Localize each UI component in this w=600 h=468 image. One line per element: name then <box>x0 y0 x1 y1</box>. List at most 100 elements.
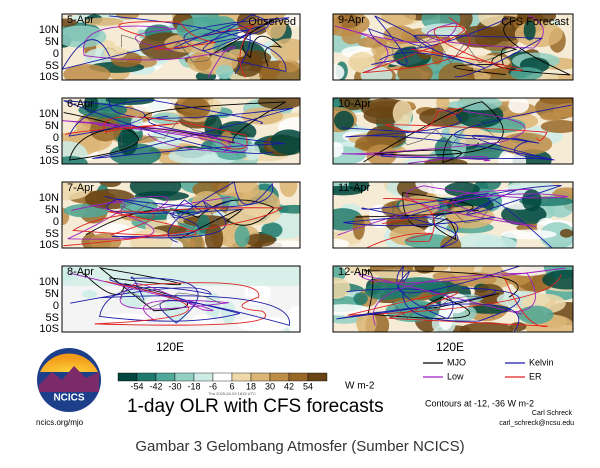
olr-blob <box>105 98 155 105</box>
olr-blob <box>522 189 542 212</box>
olr-blob <box>436 98 450 111</box>
panel-frame <box>332 181 574 249</box>
map <box>333 182 573 248</box>
panel-frame <box>61 265 301 333</box>
timestamp: Thu 2025-04-09 1815 UTC <box>208 391 256 396</box>
legend-label: MJO <box>447 357 466 367</box>
olr-blob <box>392 100 413 126</box>
olr-blob <box>348 51 376 73</box>
contour-note: Contours at -12, -36 W m-2 <box>425 398 534 408</box>
colorbar-tick: -42 <box>149 381 162 391</box>
olr-blob <box>245 143 260 161</box>
olr-blob <box>333 238 350 248</box>
lat-label: 0 <box>53 300 59 312</box>
logo: NCICS <box>37 348 101 412</box>
url: ncics.org/mjo <box>36 418 84 427</box>
lat-label: 5S <box>46 312 59 324</box>
panel-frame <box>332 13 574 81</box>
contour <box>400 184 562 248</box>
map-panel <box>332 13 574 81</box>
olr-blob <box>474 236 517 248</box>
colorbar-tick: 18 <box>246 381 256 391</box>
map-panel <box>332 265 574 333</box>
olr-blob <box>333 141 344 158</box>
legend-label: Kelvin <box>529 357 554 367</box>
contour <box>100 276 290 326</box>
contour <box>348 274 562 327</box>
email: carl_schreck@ncsu.edu <box>499 420 574 427</box>
contour <box>368 15 507 66</box>
caption: Gambar 3 Gelombang Atmosfer (Sumber NCIC… <box>135 438 464 455</box>
contour <box>379 34 544 78</box>
olr-blob <box>403 158 425 164</box>
lat-label: 10N <box>39 108 59 120</box>
olr-blob <box>179 98 211 120</box>
olr-blob <box>523 20 536 41</box>
lat-label: 0 <box>53 216 59 228</box>
olr-blob <box>341 27 362 45</box>
panel-label: CFS Forecast <box>501 16 569 28</box>
contour <box>355 192 479 240</box>
panel-date: 5-Apr <box>67 14 94 26</box>
lat-label: 10S <box>39 323 59 335</box>
contour <box>118 21 255 78</box>
panel-label: Observed <box>248 16 296 28</box>
contour <box>380 104 572 159</box>
map-panel <box>332 181 574 249</box>
colorbar-box <box>307 372 328 382</box>
map <box>62 14 300 80</box>
colorbar-tick: 54 <box>303 381 313 391</box>
lat-label: 5N <box>45 36 59 48</box>
olr-blob <box>168 147 218 164</box>
olr-blob <box>234 225 250 248</box>
olr-blob <box>283 14 300 27</box>
colorbar-box <box>117 372 138 382</box>
forecast-shade <box>62 266 300 286</box>
olr-blob <box>215 64 234 79</box>
olr-blob <box>270 38 300 62</box>
contour <box>336 287 520 332</box>
olr-blob <box>212 182 230 193</box>
olr-blob <box>83 17 124 26</box>
contour <box>384 108 548 141</box>
contour <box>83 25 237 78</box>
panel-date: 6-Apr <box>67 98 94 110</box>
olr-blob <box>466 305 512 314</box>
olr-blob <box>542 269 573 290</box>
olr-blob <box>438 62 475 80</box>
olr-blob <box>228 48 245 58</box>
colorbar-tick: -30 <box>168 381 181 391</box>
colorbar-tick: -54 <box>130 381 143 391</box>
olr-blob <box>357 36 388 48</box>
olr-blob <box>508 98 530 114</box>
olr-blob <box>220 131 233 146</box>
lat-label: 5S <box>46 144 59 156</box>
olr-blob <box>221 300 236 325</box>
olr-blob <box>459 322 514 332</box>
panel-date: 9-Apr <box>338 14 365 26</box>
contour <box>343 192 496 248</box>
lat-label: 10N <box>39 24 59 36</box>
colorbar-unit: W m-2 <box>345 381 375 392</box>
map-panel <box>61 181 301 249</box>
colorbar-box <box>155 372 176 382</box>
olr-blob <box>257 98 300 110</box>
olr-blob <box>348 182 370 192</box>
contour <box>357 267 566 326</box>
lat-label: 10S <box>39 71 59 83</box>
contour <box>104 196 232 239</box>
legend-label: ER <box>529 371 542 381</box>
contour <box>106 182 274 243</box>
lon-label: 120E <box>156 340 184 354</box>
olr-blob <box>333 110 355 131</box>
olr-blob <box>440 235 462 248</box>
olr-blob <box>449 266 475 278</box>
map <box>333 14 573 80</box>
colorbar-box <box>212 372 233 382</box>
colorbar-box <box>250 372 271 382</box>
map <box>62 266 300 332</box>
olr-blob <box>333 266 346 281</box>
olr-blob <box>444 182 480 197</box>
author: Carl Schreck <box>532 410 573 417</box>
lat-label: 0 <box>53 48 59 60</box>
